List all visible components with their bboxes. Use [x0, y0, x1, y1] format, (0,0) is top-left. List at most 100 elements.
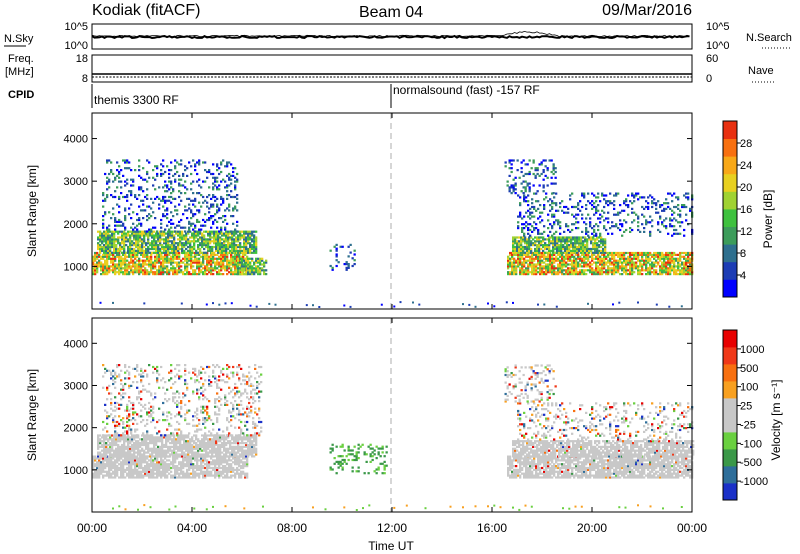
heatmap-cell: [107, 232, 110, 235]
heatmap-cell: [136, 213, 139, 216]
heatmap-cell: [136, 457, 139, 460]
heatmap-cell: [142, 273, 145, 276]
heatmap-cell: [514, 245, 517, 249]
heatmap-cell: [106, 188, 109, 191]
heatmap-cell: [142, 253, 145, 256]
heatmap-cell: [562, 238, 565, 241]
heatmap-cell: [104, 459, 107, 462]
heatmap-cell: [534, 236, 537, 239]
heatmap-cell: [124, 269, 127, 272]
heatmap-cell: [97, 445, 100, 448]
heatmap-cell: [126, 167, 129, 170]
heatmap-cell: [576, 238, 579, 241]
heatmap-cell: [128, 265, 131, 268]
heatmap-cell: [552, 182, 555, 185]
heatmap-cell: [543, 230, 546, 233]
heatmap-cell: [237, 263, 240, 266]
heatmap-cell: [158, 461, 161, 464]
heatmap-cell: [176, 465, 179, 468]
heatmap-cell: [115, 436, 118, 439]
heatmap-cell: [237, 238, 240, 241]
nsky-tick-top: 10^5: [64, 21, 88, 33]
heatmap-cell: [518, 236, 521, 239]
heatmap-cell: [115, 240, 118, 243]
heatmap-cell: [687, 261, 690, 264]
heatmap-cell: [561, 259, 564, 262]
heatmap-cell: [124, 180, 127, 183]
heatmap-cell: [590, 240, 593, 243]
heatmap-cell: [204, 220, 207, 223]
heatmap-cell: [194, 476, 197, 479]
heatmap-cell: [142, 468, 145, 471]
heatmap-cell: [137, 240, 140, 243]
heatmap-cell: [173, 245, 176, 249]
heatmap-cell: [577, 202, 580, 205]
heatmap-cell: [202, 259, 205, 262]
heatmap-cell: [160, 271, 163, 274]
heatmap-cell: [164, 463, 167, 466]
heatmap-cell: [119, 455, 122, 458]
heatmap-cell: [245, 230, 248, 233]
heatmap-cell: [547, 267, 550, 270]
heatmap-cell: [123, 440, 126, 443]
heatmap-cell: [106, 257, 109, 260]
heatmap-cell: [559, 263, 562, 266]
heatmap-cell: [187, 242, 190, 245]
heatmap-cell: [166, 273, 169, 276]
heatmap-cell: [677, 253, 680, 256]
heatmap-cell: [224, 457, 227, 460]
heatmap-cell: [144, 263, 147, 266]
heatmap-cell: [108, 461, 111, 464]
heatmap-cell: [100, 468, 103, 471]
heatmap-cell: [232, 167, 235, 170]
heatmap-cell: [236, 468, 239, 471]
heatmap-cell: [218, 474, 221, 477]
heatmap-cell: [530, 251, 533, 254]
heatmap-cell: [259, 257, 262, 260]
heatmap-cell: [617, 263, 620, 266]
heatmap-cell: [552, 249, 555, 252]
heatmap-cell: [226, 207, 229, 210]
heatmap-cell: [193, 236, 196, 239]
heatmap-cell: [683, 205, 686, 209]
heatmap-cell: [156, 253, 159, 256]
heatmap-cell: [571, 269, 574, 272]
heatmap-cell: [540, 242, 543, 245]
heatmap-cell: [531, 267, 534, 270]
heatmap-cell: [245, 249, 248, 252]
heatmap-cell: [186, 459, 189, 462]
heatmap-cell: [578, 240, 581, 243]
heatmap-cell: [94, 465, 97, 468]
heatmap-cell: [104, 466, 107, 470]
heatmap-cell: [635, 265, 638, 268]
heatmap-cell: [218, 167, 221, 170]
heatmap-cell: [539, 253, 542, 256]
heatmap-cell: [158, 259, 161, 262]
heatmap-cell: [607, 269, 610, 272]
heatmap-cell: [663, 209, 666, 212]
heatmap-cell: [675, 273, 678, 276]
heatmap-cell: [239, 245, 242, 249]
heatmap-cell: [641, 251, 644, 255]
heatmap-cell: [536, 172, 539, 176]
heatmap-cell: [613, 251, 616, 255]
heatmap-cell: [156, 261, 159, 264]
heatmap-cell: [144, 259, 147, 262]
heatmap-cell: [108, 476, 111, 479]
heatmap-cell: [152, 176, 155, 179]
heatmap-cell: [551, 200, 554, 203]
heatmap-cell: [519, 196, 522, 199]
heatmap-cell: [237, 257, 240, 260]
heatmap-cell: [166, 186, 169, 189]
heatmap-cell: [247, 234, 250, 237]
heatmap-cell: [577, 257, 580, 260]
heatmap-cell: [101, 443, 104, 447]
heatmap-cell: [131, 244, 134, 247]
heatmap-cell: [550, 182, 553, 185]
heatmap-cell: [204, 466, 207, 470]
heatmap-cell: [239, 263, 242, 266]
heatmap-cell: [651, 200, 654, 203]
heatmap-cell: [226, 165, 229, 168]
heatmap-cell: [566, 247, 569, 251]
heatmap-cell: [126, 269, 129, 272]
